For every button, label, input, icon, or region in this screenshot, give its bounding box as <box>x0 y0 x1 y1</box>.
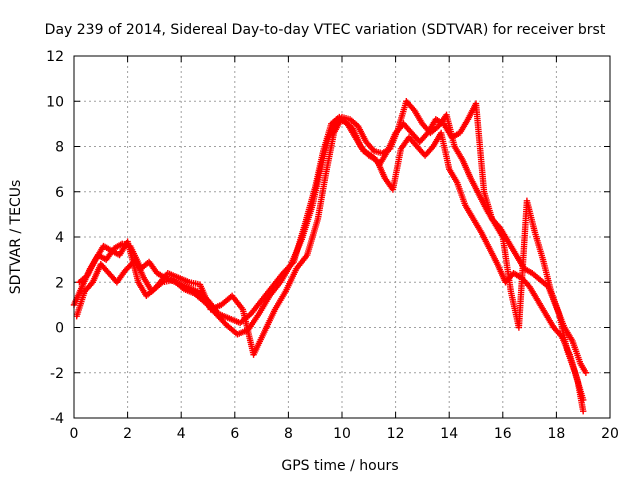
y-tick-label: 12 <box>46 49 64 65</box>
data-point <box>582 369 590 376</box>
x-tick-label: 14 <box>440 426 458 442</box>
y-tick-label: 10 <box>46 94 64 110</box>
data-series <box>70 98 590 415</box>
y-tick-label: 2 <box>55 275 64 291</box>
plot-frame <box>73 55 611 419</box>
x-tick-label: 4 <box>177 426 186 442</box>
y-tick-label: 4 <box>55 230 64 246</box>
y-tick-label: 0 <box>55 321 64 337</box>
y-tick-label: -2 <box>50 366 64 382</box>
grid-lines <box>74 56 610 418</box>
x-tick-label: 10 <box>333 426 351 442</box>
x-tick-label: 8 <box>284 426 293 442</box>
x-axis-title: GPS time / hours <box>281 458 398 474</box>
x-tick-labels: 0 2 4 6 8 10 12 14 16 18 20 <box>70 426 619 442</box>
chart-title: Day 239 of 2014, Sidereal Day-to-day VTE… <box>45 22 606 38</box>
x-tick-label: 6 <box>230 426 239 442</box>
data-point <box>580 396 587 404</box>
y-tick-labels: -4 -2 0 2 4 6 8 10 12 <box>46 49 64 427</box>
data-point <box>580 408 587 415</box>
x-tick-label: 18 <box>547 426 565 442</box>
x-tick-label: 0 <box>70 426 79 442</box>
x-tick-label: 20 <box>601 426 619 442</box>
x-tick-label: 12 <box>387 426 405 442</box>
y-axis-title: SDTVAR / TECUs <box>8 180 24 295</box>
y-tick-label: 6 <box>55 185 64 201</box>
x-tick-label: 16 <box>494 426 512 442</box>
series-track-3 <box>76 98 587 404</box>
x-tick-label: 2 <box>123 426 132 442</box>
series-track-2 <box>73 116 587 415</box>
y-tick-label: 8 <box>55 140 64 156</box>
y-tick-label: -4 <box>50 411 64 427</box>
